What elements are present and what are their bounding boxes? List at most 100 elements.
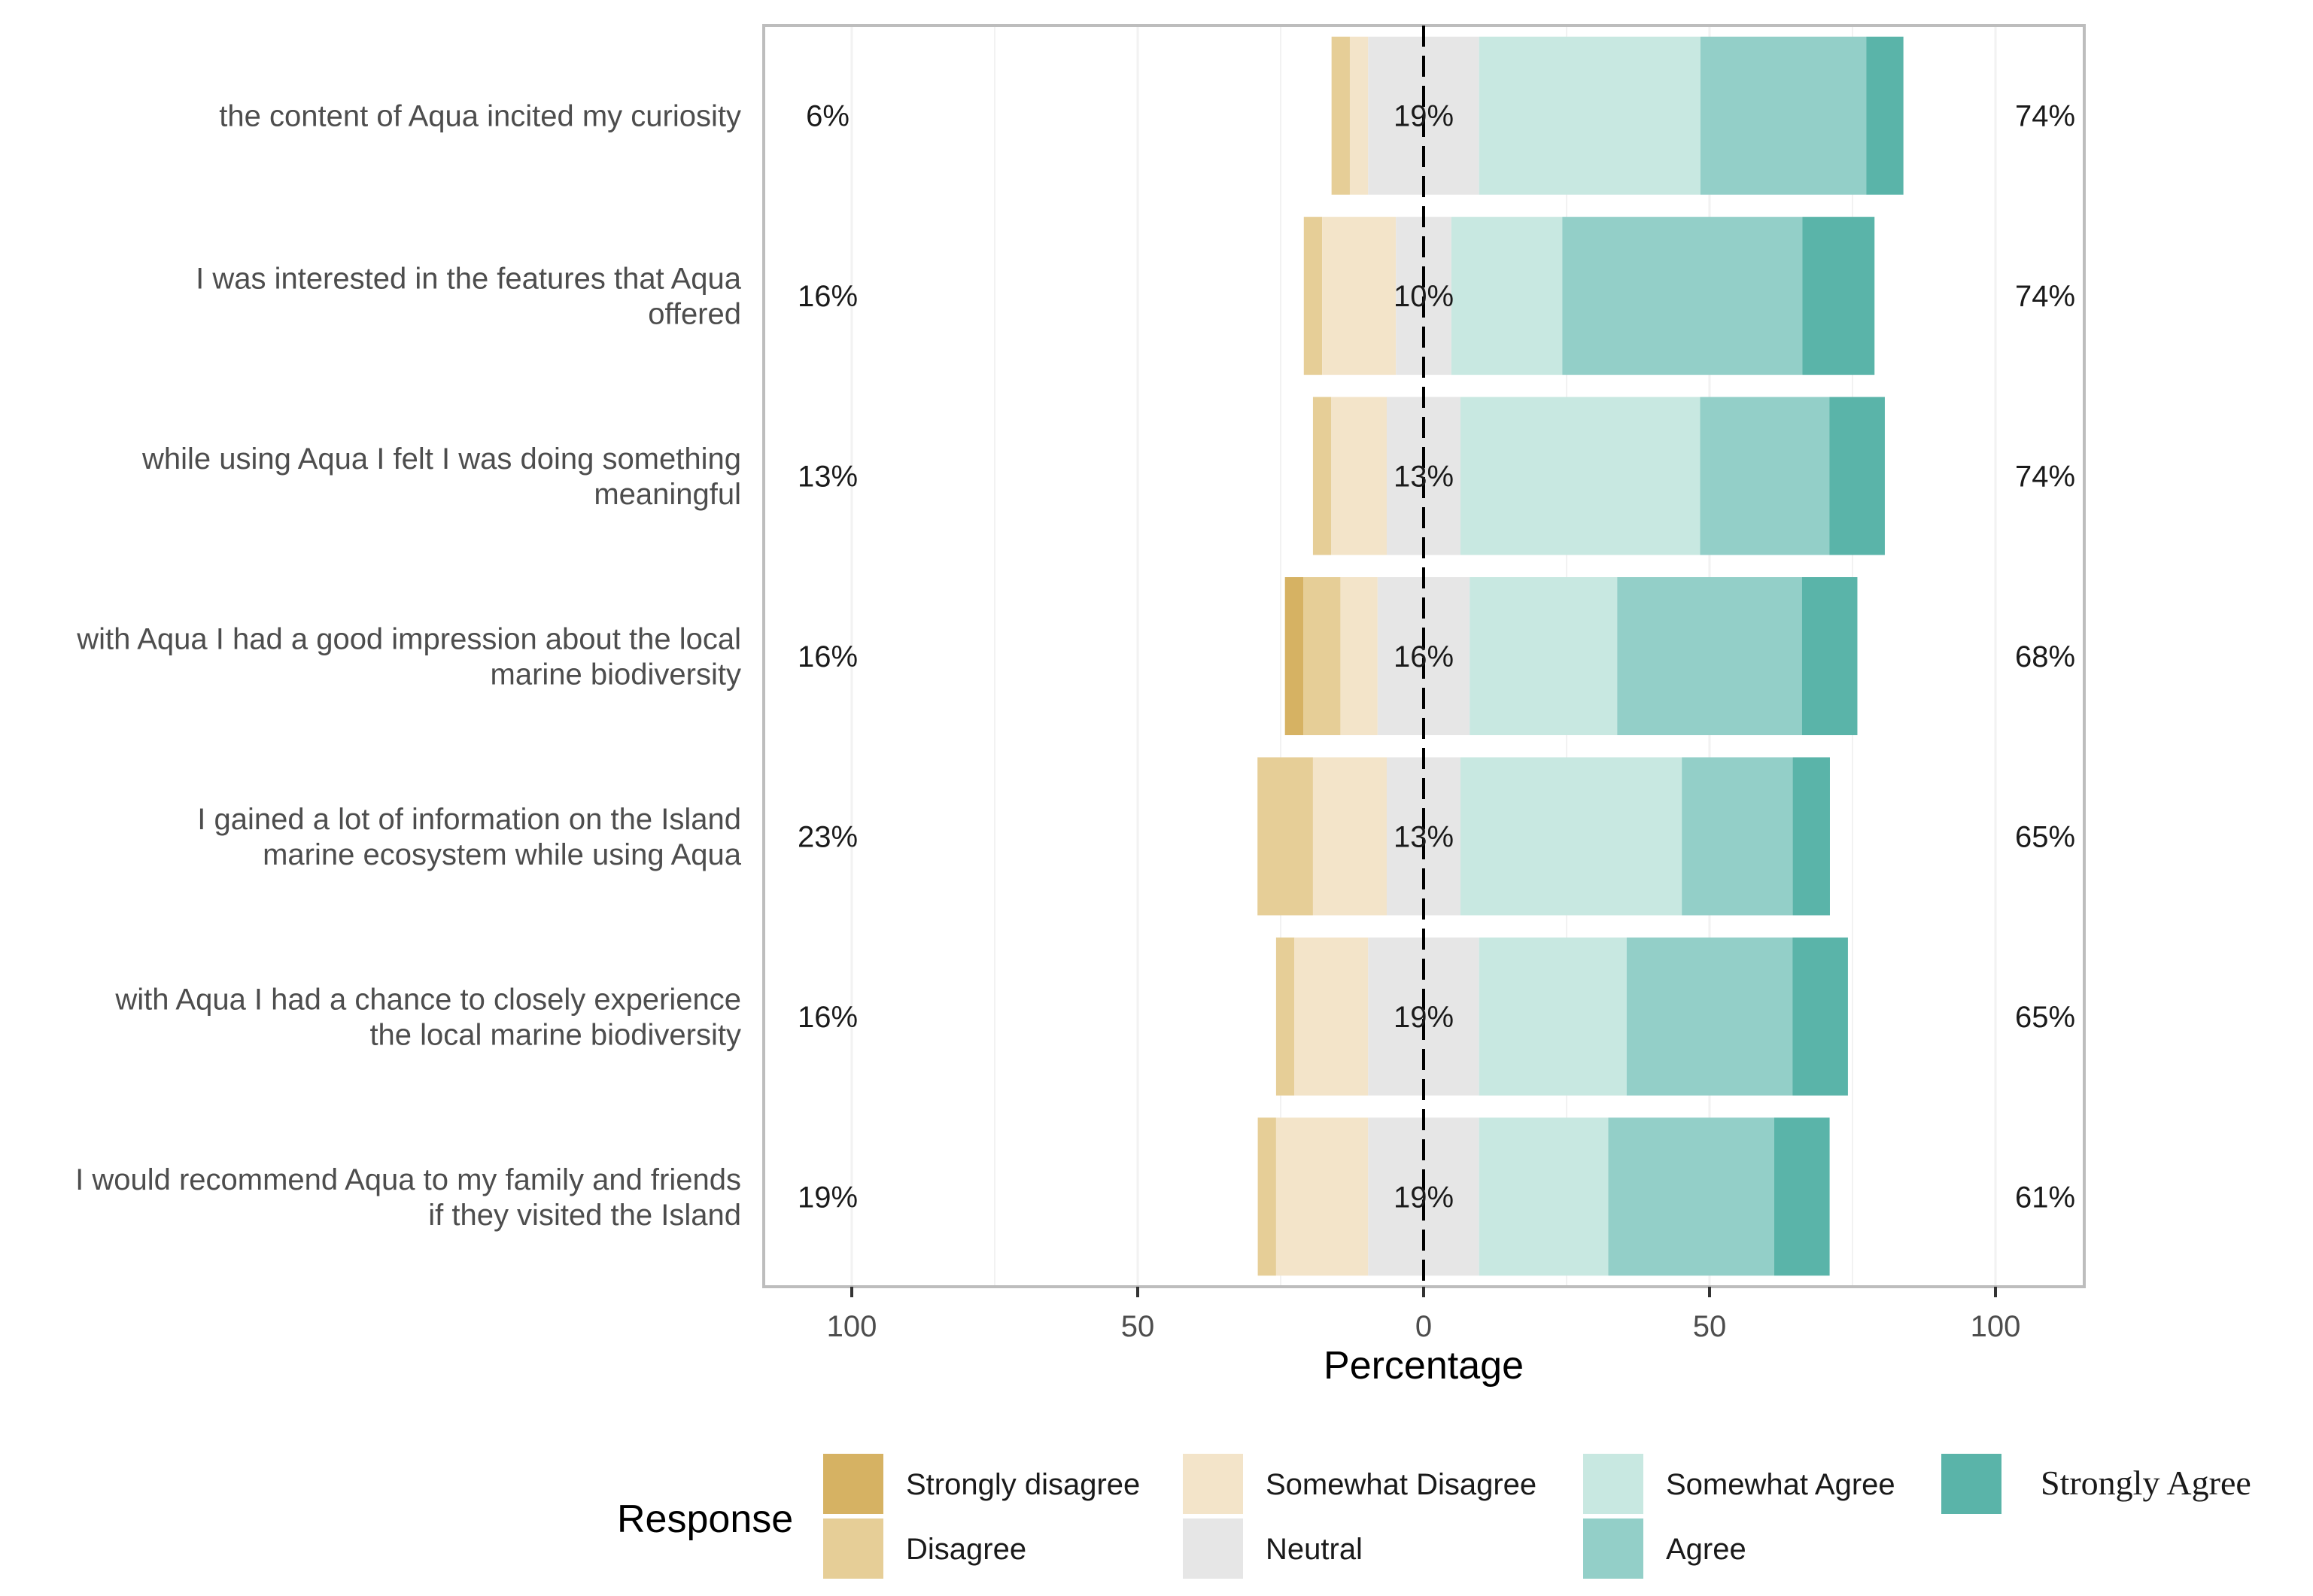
bar-row [1331, 36, 1904, 195]
bar-segment-somewhat-disagree [1349, 36, 1369, 195]
legend-item: Strongly Agree [1941, 1454, 2251, 1514]
bar-segment-agree [1682, 757, 1793, 916]
bar-segment-disagree [1312, 397, 1332, 555]
low-percent-label: 6% [806, 100, 850, 133]
bar-segment-strongly-agree [1802, 217, 1875, 375]
bar-segment-somewhat-disagree [1294, 937, 1369, 1096]
bar-row [1257, 757, 1830, 916]
high-percent-label: 74% [2015, 100, 2075, 133]
bar-segment-disagree [1257, 1117, 1276, 1276]
legend-label: Strongly disagree [906, 1468, 1140, 1501]
legend-label: Agree [1666, 1533, 1746, 1566]
bar-segment-somewhat-agree [1460, 757, 1682, 916]
bar-segment-somewhat-agree [1479, 937, 1627, 1096]
legend-swatch [1583, 1454, 1643, 1514]
bar-segment-disagree [1257, 757, 1313, 916]
neutral-percent-label: 13% [1394, 461, 1454, 494]
bar-segment-somewhat-agree [1470, 577, 1618, 735]
bar-segment-somewhat-disagree [1331, 397, 1387, 555]
neutral-percent-label: 16% [1394, 640, 1454, 673]
bar-segment-strongly-agree [1866, 36, 1904, 195]
bar-row [1312, 397, 1885, 555]
bar-segment-somewhat-agree [1460, 397, 1701, 555]
low-percent-label: 16% [798, 640, 858, 673]
high-percent-label: 65% [2015, 1001, 2075, 1034]
bar-row [1284, 577, 1858, 735]
bar-segment-strongly-agree [1792, 757, 1830, 916]
high-percent-label: 68% [2015, 640, 2075, 673]
legend-swatch [1941, 1454, 2001, 1514]
bar-segment-agree [1700, 397, 1830, 555]
x-tick-label: 50 [1121, 1310, 1155, 1343]
legend-swatch [823, 1518, 883, 1579]
legend-swatch [1183, 1518, 1243, 1579]
x-tick-label: 100 [1971, 1310, 2021, 1343]
neutral-percent-label: 10% [1394, 280, 1454, 313]
low-percent-label: 16% [798, 1001, 858, 1034]
bar-segment-somewhat-agree [1479, 36, 1701, 195]
question-label: I was interested in the features that Aq… [196, 263, 742, 331]
bar-segment-strongly-agree [1829, 397, 1885, 555]
bar-segment-strongly-agree [1801, 577, 1858, 735]
question-label: I gained a lot of information on the Isl… [197, 803, 741, 871]
bar-segment-agree [1700, 36, 1867, 195]
high-percent-label: 65% [2015, 820, 2075, 853]
bar-segment-somewhat-agree [1451, 217, 1563, 375]
legend-title: Response [617, 1497, 793, 1541]
neutral-percent-label: 13% [1394, 820, 1454, 853]
question-label: while using Aqua I felt I was doing some… [141, 442, 741, 511]
legend-label: Disagree [906, 1533, 1026, 1566]
low-percent-label: 16% [798, 280, 858, 313]
question-label: the content of Aqua incited my curiosity [219, 100, 741, 133]
question-label: I would recommend Aqua to my family and … [75, 1163, 741, 1232]
low-percent-label: 13% [798, 461, 858, 494]
bar-segment-agree [1617, 577, 1802, 735]
bar-segment-somewhat-agree [1479, 1117, 1609, 1276]
bar-row [1303, 217, 1875, 375]
bar-row [1257, 1117, 1830, 1276]
legend-item: Somewhat Agree [1583, 1454, 1895, 1514]
bar-row [1275, 937, 1848, 1096]
x-axis: 100 50 0 50 100 [827, 1287, 2021, 1343]
bar-segment-somewhat-disagree [1312, 757, 1387, 916]
legend-item: Somewhat Disagree [1183, 1454, 1536, 1514]
legend-swatch [1183, 1454, 1243, 1514]
bar-segment-agree [1626, 937, 1793, 1096]
bar-segment-somewhat-disagree [1322, 217, 1397, 375]
high-percent-label: 61% [2015, 1181, 2075, 1214]
legend: Response Strongly disagree Disagree Somewha… [617, 1454, 2251, 1579]
bar-segment-agree [1608, 1117, 1774, 1276]
neutral-percent-label: 19% [1394, 1001, 1454, 1034]
neutral-percent-label: 19% [1394, 1181, 1454, 1214]
legend-label: Somewhat Agree [1666, 1468, 1895, 1501]
bars [1257, 36, 1904, 1276]
bar-segment-strongly-agree [1792, 937, 1848, 1096]
high-percent-label: 74% [2015, 461, 2075, 494]
bar-segment-strongly-agree [1774, 1117, 1830, 1276]
x-tick-label: 100 [827, 1310, 877, 1343]
bar-segment-strongly-disagree [1284, 577, 1304, 735]
bar-segment-agree [1562, 217, 1803, 375]
x-tick-label: 50 [1693, 1310, 1727, 1343]
bar-segment-somewhat-disagree [1275, 1117, 1369, 1276]
legend-item: Agree [1583, 1518, 1746, 1579]
high-percent-label: 74% [2015, 280, 2075, 313]
question-label: with Aqua I had a chance to closely expe… [114, 983, 741, 1051]
low-percent-label: 19% [798, 1181, 858, 1214]
bar-segment-disagree [1303, 577, 1341, 735]
question-label: with Aqua I had a good impression about … [76, 623, 741, 692]
low-percent-label: 23% [798, 820, 858, 853]
bar-segment-disagree [1331, 36, 1350, 195]
x-tick-label: 0 [1415, 1310, 1432, 1343]
bar-segment-somewhat-disagree [1340, 577, 1378, 735]
labels: the content of Aqua incited my curiosity… [75, 100, 2075, 1232]
neutral-percent-label: 19% [1394, 100, 1454, 133]
legend-swatch [1583, 1518, 1643, 1579]
legend-label: Strongly Agree [2041, 1464, 2251, 1502]
legend-label: Neutral [1266, 1533, 1363, 1566]
bar-segment-disagree [1303, 217, 1323, 375]
legend-item: Disagree [823, 1518, 1026, 1579]
legend-item: Neutral [1183, 1518, 1363, 1579]
